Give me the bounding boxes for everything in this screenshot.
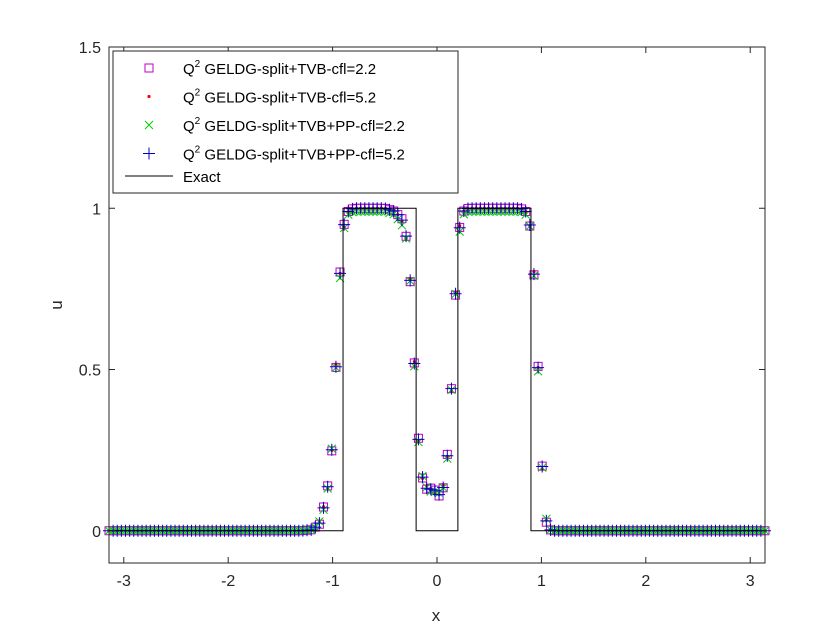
y-axis-label: u (47, 300, 66, 309)
legend-marker (143, 147, 155, 160)
data-point (433, 488, 446, 501)
data-point (519, 205, 532, 218)
legend-entry: Q2 GELDG-split+TVB+PP-cfl=5.2 (183, 145, 405, 164)
legend-marker (144, 120, 154, 130)
data-point (523, 218, 536, 231)
x-tick-label: -1 (325, 573, 339, 590)
x-axis-label: x (432, 606, 441, 625)
y-tick-label: 1.5 (79, 40, 101, 57)
data-point (400, 230, 413, 243)
y-tick-label: 0 (92, 524, 101, 541)
legend-marker (144, 63, 154, 73)
x-tick-label: -3 (117, 573, 131, 590)
y-tick-label: 0.5 (79, 363, 101, 380)
data-point (317, 501, 330, 514)
legend-marker (147, 94, 151, 99)
data-point (338, 218, 351, 231)
legend: Q2 GELDG-split+TVB-cfl=2.2 Q2 GELDG-split… (112, 50, 459, 194)
data-point (412, 433, 425, 446)
data-point (532, 361, 545, 374)
legend-entry: Q2 GELDG-split+TVB-cfl=5.2 (183, 88, 376, 107)
x-tick-label: 0 (433, 573, 442, 590)
exact-line (109, 207, 765, 532)
data-point (395, 214, 408, 227)
data-point (313, 517, 326, 530)
data-point (416, 471, 429, 484)
x-tick-label: -2 (221, 573, 235, 590)
x-tick-label: 2 (641, 573, 650, 590)
data-point (527, 268, 540, 281)
legend-entry: Exact (183, 169, 221, 186)
data-point (449, 287, 462, 300)
data-point (445, 382, 458, 395)
legend-entry: Q2 GELDG-split+TVB+PP-cfl=2.2 (183, 116, 405, 135)
data-point (321, 480, 334, 493)
data-point (334, 267, 347, 280)
data-point (540, 514, 553, 527)
data-point (408, 357, 421, 370)
data-point (536, 460, 549, 473)
legend-entry: Q2 GELDG-split+TVB-cfl=2.2 (183, 59, 376, 78)
exact-layer (109, 207, 765, 532)
x-tick-label: 3 (746, 573, 755, 590)
data-point (441, 449, 454, 462)
legend-box (112, 50, 459, 194)
data-point (453, 221, 466, 234)
data-point (329, 360, 342, 373)
ticks-layer: -3 -2 -1 0 1 2 3 0 0.5 1 1.5 (79, 40, 765, 590)
data-point (404, 274, 417, 287)
data-point (325, 443, 338, 456)
x-tick-label: 1 (537, 573, 546, 590)
y-tick-label: 1 (92, 201, 101, 218)
data-point (437, 481, 450, 494)
